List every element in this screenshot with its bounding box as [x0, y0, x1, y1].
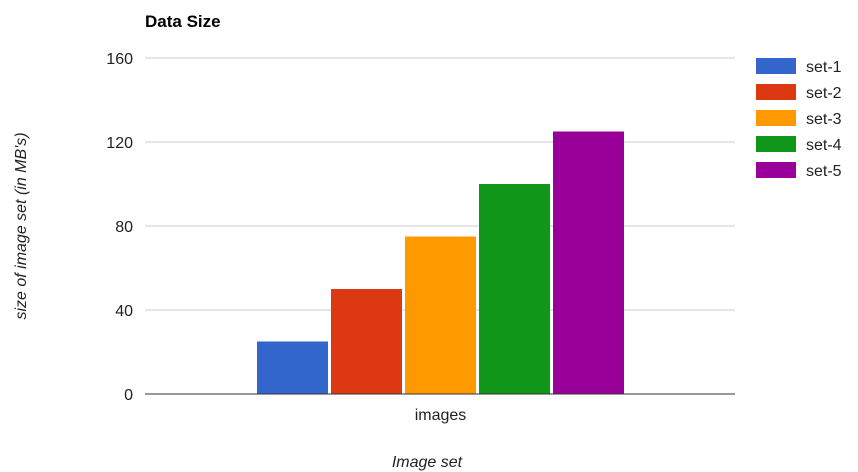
legend-swatch-set-3	[756, 110, 796, 126]
bar-set-4	[479, 184, 550, 394]
bar-set-1	[257, 341, 328, 394]
legend-label-set-4: set-4	[806, 137, 842, 154]
legend-label-set-2: set-2	[806, 85, 842, 102]
legend-swatch-set-2	[756, 84, 796, 100]
y-tick-label: 160	[106, 51, 133, 68]
legend-swatch-set-1	[756, 58, 796, 74]
legend-label-set-1: set-1	[806, 59, 842, 76]
y-tick-label: 120	[106, 135, 133, 152]
chart-title: Data Size	[145, 12, 221, 31]
y-tick-label: 80	[115, 219, 133, 236]
bar-set-3	[405, 236, 476, 394]
legend-label-set-3: set-3	[806, 111, 842, 128]
legend-label-set-5: set-5	[806, 163, 842, 180]
legend-swatch-set-4	[756, 136, 796, 152]
legend-swatch-set-5	[756, 162, 796, 178]
x-axis-title: Image set	[392, 454, 463, 471]
y-tick-label: 0	[124, 387, 133, 404]
legend: set-1 set-2 set-3 set-4 set-5	[756, 58, 842, 180]
x-axis-ticks: images	[415, 407, 467, 424]
y-axis-title: size of image set (in MB's)	[13, 132, 30, 319]
bar-set-5	[553, 131, 624, 394]
y-axis-ticks: 0 40 80 120 160	[106, 51, 133, 404]
bar-set-2	[331, 289, 402, 394]
y-tick-label: 40	[115, 303, 133, 320]
x-tick-label: images	[415, 407, 467, 424]
bars	[257, 131, 624, 394]
